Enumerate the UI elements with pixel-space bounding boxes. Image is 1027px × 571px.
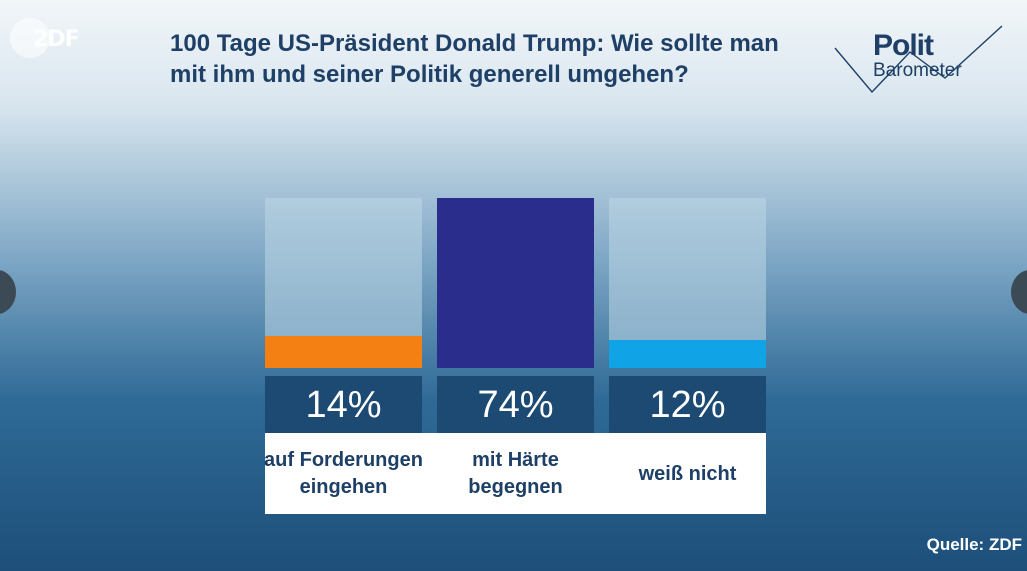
brand-barometer: Barometer (873, 60, 962, 81)
bar (265, 336, 422, 368)
zdf-logo-text: 2DF (33, 27, 80, 52)
previous-arrow-button[interactable] (0, 270, 16, 314)
politbarometer-logo: Polit Barometer (830, 20, 1010, 100)
chart-title: 100 Tage US-Präsident Donald Trump: Wie … (170, 30, 779, 88)
data-label: 74% (437, 376, 594, 434)
data-label: 14% (265, 376, 422, 434)
brand-polit: Polit (873, 29, 934, 62)
category-label-band (265, 433, 766, 514)
bar-track (609, 198, 766, 368)
source-note: Quelle: ZDF (926, 535, 1022, 554)
bar (437, 198, 594, 368)
next-arrow-button[interactable] (1011, 270, 1027, 314)
zdf-logo (10, 18, 50, 58)
bar (609, 340, 766, 368)
data-label: 12% (609, 376, 766, 434)
category-label: mit Härte begegnen (468, 449, 563, 498)
politbarometer-zigzag-icon (834, 25, 1003, 94)
category-label: auf Forderungen eingehen (264, 449, 423, 498)
category-label: weiß nicht (638, 462, 737, 485)
